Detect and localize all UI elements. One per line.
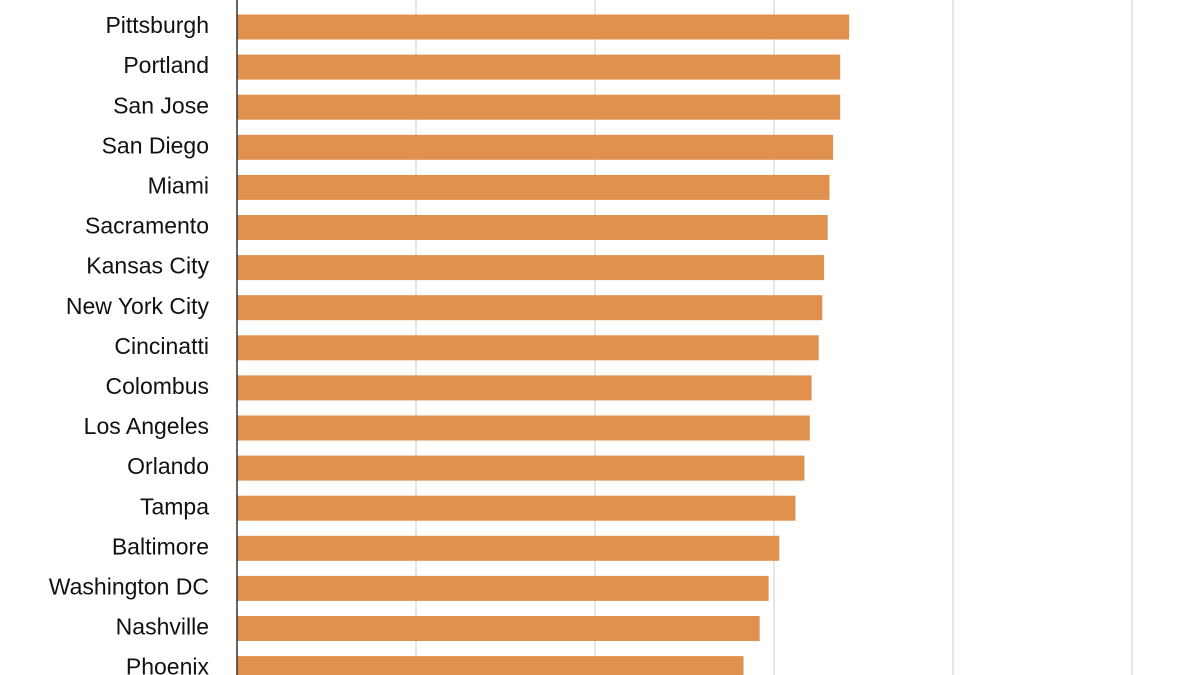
bar [237,455,805,481]
y-tick-label: New York City [66,293,210,319]
y-tick-label: Phoenix [126,654,210,675]
y-tick-label: Nashville [116,614,209,640]
y-tick-label: Colombus [105,373,209,399]
bar [237,616,760,641]
y-tick-label: Pittsburgh [105,12,209,38]
bar [237,495,796,521]
y-tick-label: San Diego [102,132,209,158]
y-tick-label: Washington DC [49,573,209,599]
bar [237,134,834,160]
bar [237,335,819,361]
y-tick-label: Cincinatti [114,333,209,359]
y-tick-label: Orlando [127,453,209,479]
bar [237,174,830,200]
bar [237,14,850,40]
bar [237,415,810,441]
y-tick-label: Kansas City [86,253,209,279]
y-tick-label: Tampa [140,493,209,519]
y-tick-label: Los Angeles [84,413,209,439]
y-tick-label: Sacramento [85,213,209,239]
bar [237,656,744,675]
bar [237,255,825,281]
bar [237,535,780,561]
bar [237,295,823,321]
y-tick-label: Miami [148,172,209,198]
bar [237,375,812,401]
y-tick-label: San Jose [113,92,209,118]
y-tick-label: Baltimore [112,533,209,559]
bar [237,215,828,240]
bar [237,575,769,601]
y-tick-label: Portland [123,52,209,78]
bar [237,94,841,120]
bar [237,54,841,80]
